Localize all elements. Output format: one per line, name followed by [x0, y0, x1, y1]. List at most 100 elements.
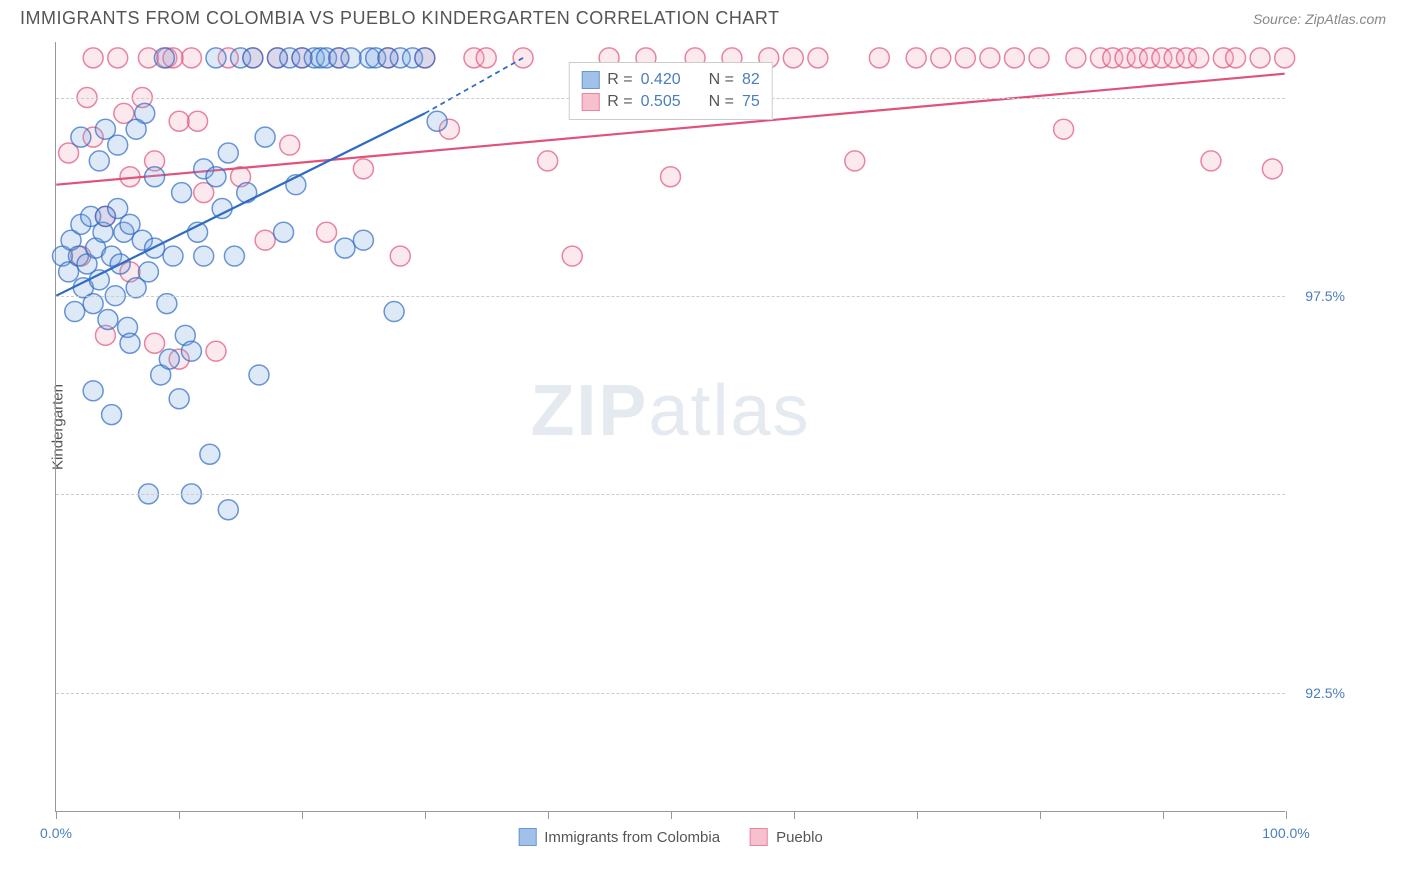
- colombia-point: [95, 119, 115, 139]
- pueblo-point: [845, 151, 865, 171]
- plot-svg: [56, 42, 1285, 811]
- colombia-point: [194, 246, 214, 266]
- colombia-point: [255, 127, 275, 147]
- legend-item-pueblo: Pueblo: [750, 828, 823, 846]
- pueblo-point: [1029, 48, 1049, 68]
- pueblo-point: [1189, 48, 1209, 68]
- colombia-point: [169, 389, 189, 409]
- legend-correlation-box: R = 0.420 N = 82 R = 0.505 N = 75: [568, 62, 773, 120]
- y-tick-label: 97.5%: [1305, 288, 1345, 304]
- pueblo-point: [83, 48, 103, 68]
- x-tick: [671, 811, 672, 819]
- x-tick: [179, 811, 180, 819]
- colombia-point: [83, 381, 103, 401]
- colombia-point: [89, 151, 109, 171]
- pueblo-point: [980, 48, 1000, 68]
- pueblo-point: [108, 48, 128, 68]
- x-tick: [548, 811, 549, 819]
- colombia-point: [159, 349, 179, 369]
- legend-label-colombia: Immigrants from Colombia: [544, 829, 720, 846]
- colombia-point: [249, 365, 269, 385]
- pueblo-point: [280, 135, 300, 155]
- pueblo-point: [538, 151, 558, 171]
- legend-r-label-pueblo: R =: [607, 93, 632, 111]
- x-tick: [917, 811, 918, 819]
- pueblo-point: [869, 48, 889, 68]
- pueblo-point: [145, 333, 165, 353]
- pueblo-point: [476, 48, 496, 68]
- plot-area: ZIPatlas R = 0.420 N = 82 R = 0.505 N = …: [55, 42, 1285, 812]
- pueblo-point: [1226, 48, 1246, 68]
- legend-n-value-pueblo: 75: [742, 93, 760, 111]
- legend-label-pueblo: Pueblo: [776, 829, 823, 846]
- colombia-point: [335, 238, 355, 258]
- legend-row-pueblo: R = 0.505 N = 75: [581, 91, 760, 113]
- colombia-point: [181, 341, 201, 361]
- colombia-point: [98, 309, 118, 329]
- x-tick-label: 0.0%: [40, 825, 72, 841]
- pueblo-point: [390, 246, 410, 266]
- colombia-point: [163, 246, 183, 266]
- colombia-point: [415, 48, 435, 68]
- x-tick: [1163, 811, 1164, 819]
- pueblo-point: [1004, 48, 1024, 68]
- x-tick: [56, 811, 57, 819]
- colombia-point: [172, 183, 192, 203]
- legend-item-colombia: Immigrants from Colombia: [518, 828, 720, 846]
- x-tick: [302, 811, 303, 819]
- colombia-point: [212, 198, 232, 218]
- legend-n-value-colombia: 82: [742, 71, 760, 89]
- colombia-point: [218, 500, 238, 520]
- pueblo-point: [169, 111, 189, 131]
- pueblo-point: [783, 48, 803, 68]
- colombia-point: [218, 143, 238, 163]
- x-tick: [425, 811, 426, 819]
- gridline: [56, 494, 1285, 495]
- colombia-point: [145, 167, 165, 187]
- gridline: [56, 693, 1285, 694]
- colombia-point: [224, 246, 244, 266]
- pueblo-point: [255, 230, 275, 250]
- pueblo-point: [931, 48, 951, 68]
- legend-swatch-pueblo-bottom: [750, 828, 768, 846]
- pueblo-point: [562, 246, 582, 266]
- colombia-point: [120, 333, 140, 353]
- pueblo-point: [1054, 119, 1074, 139]
- legend-row-colombia: R = 0.420 N = 82: [581, 69, 760, 91]
- colombia-point: [126, 119, 146, 139]
- pueblo-point: [317, 222, 337, 242]
- legend-swatch-colombia-bottom: [518, 828, 536, 846]
- x-tick: [794, 811, 795, 819]
- legend-n-label-colombia: N =: [709, 71, 734, 89]
- gridline: [56, 296, 1285, 297]
- pueblo-point: [1250, 48, 1270, 68]
- legend-n-label-pueblo: N =: [709, 93, 734, 111]
- colombia-point: [65, 302, 85, 322]
- colombia-point: [71, 127, 91, 147]
- source-label: Source: ZipAtlas.com: [1253, 11, 1386, 27]
- colombia-point: [89, 270, 109, 290]
- legend-r-value-colombia: 0.420: [641, 71, 681, 89]
- colombia-point: [138, 262, 158, 282]
- pueblo-point: [808, 48, 828, 68]
- pueblo-point: [188, 111, 208, 131]
- pueblo-point: [206, 341, 226, 361]
- pueblo-point: [353, 159, 373, 179]
- chart-container: Kindergarten ZIPatlas R = 0.420 N = 82 R…: [55, 42, 1335, 812]
- legend-swatch-colombia: [581, 71, 599, 89]
- legend-swatch-pueblo: [581, 93, 599, 111]
- colombia-point: [353, 230, 373, 250]
- pueblo-point: [513, 48, 533, 68]
- colombia-point: [274, 222, 294, 242]
- legend-r-label-colombia: R =: [607, 71, 632, 89]
- pueblo-point: [1262, 159, 1282, 179]
- chart-title: IMMIGRANTS FROM COLOMBIA VS PUEBLO KINDE…: [20, 8, 780, 29]
- x-tick: [1286, 811, 1287, 819]
- legend-r-value-pueblo: 0.505: [641, 93, 681, 111]
- y-tick-label: 92.5%: [1305, 685, 1345, 701]
- pueblo-point: [661, 167, 681, 187]
- pueblo-point: [1201, 151, 1221, 171]
- x-tick-label: 100.0%: [1262, 825, 1309, 841]
- legend-series: Immigrants from Colombia Pueblo: [518, 828, 823, 846]
- pueblo-point: [906, 48, 926, 68]
